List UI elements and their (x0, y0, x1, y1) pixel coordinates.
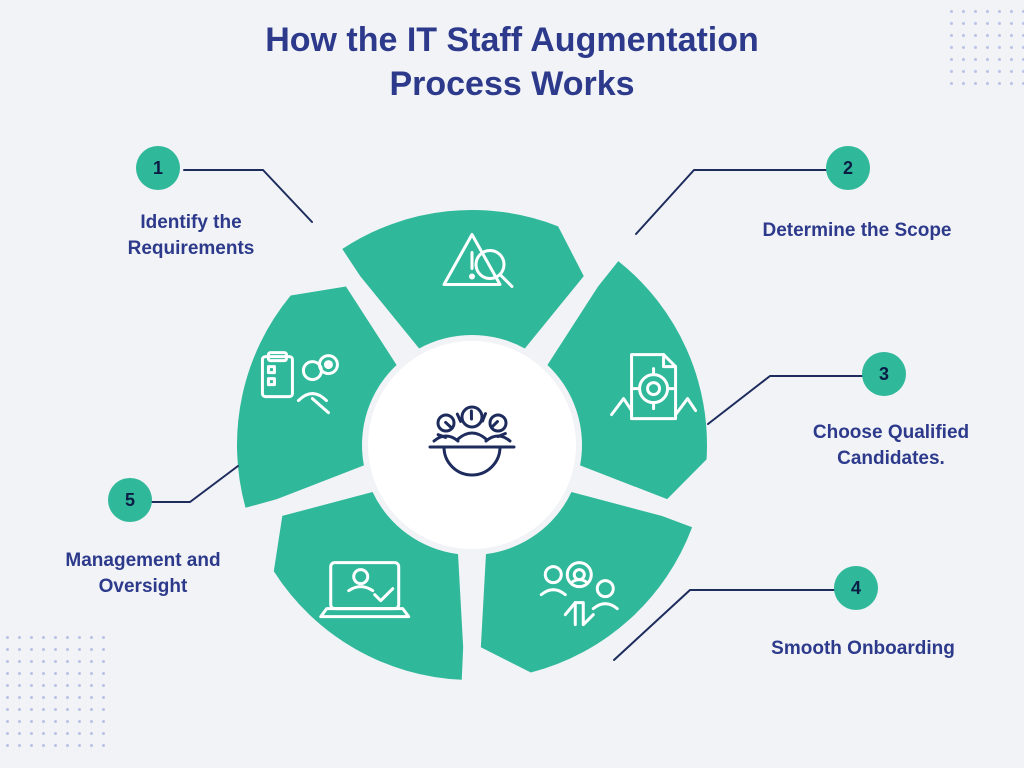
step-label-5: Management and Oversight (38, 548, 248, 599)
connector-5 (0, 0, 1024, 768)
step-badge-5: 5 (108, 478, 152, 522)
